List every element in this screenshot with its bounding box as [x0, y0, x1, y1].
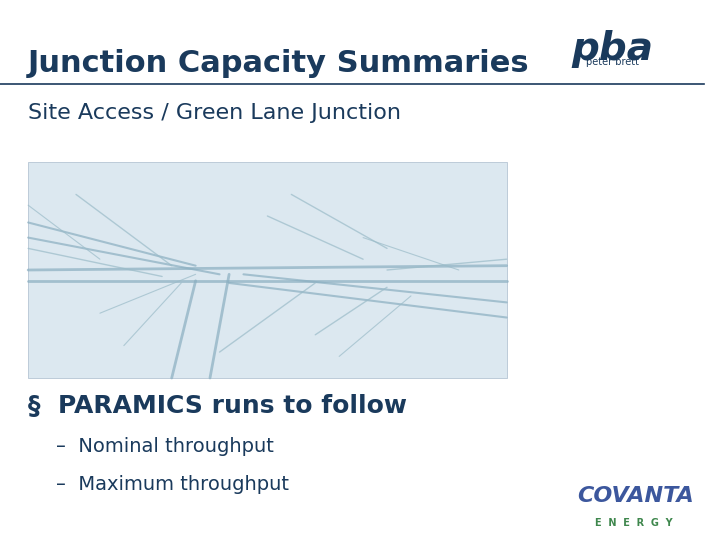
- Text: –  Maximum throughput: – Maximum throughput: [56, 475, 289, 494]
- Text: COVANTA: COVANTA: [577, 486, 694, 506]
- Text: peter brett: peter brett: [585, 57, 639, 67]
- FancyBboxPatch shape: [28, 162, 507, 378]
- Text: Junction Capacity Summaries: Junction Capacity Summaries: [28, 49, 530, 78]
- Text: –  Nominal throughput: – Nominal throughput: [56, 437, 274, 456]
- Text: pba: pba: [571, 30, 653, 68]
- Text: Site Access / Green Lane Junction: Site Access / Green Lane Junction: [28, 103, 401, 123]
- Text: E  N  E  R  G  Y: E N E R G Y: [595, 518, 672, 529]
- Text: §  PARAMICS runs to follow: § PARAMICS runs to follow: [28, 394, 407, 418]
